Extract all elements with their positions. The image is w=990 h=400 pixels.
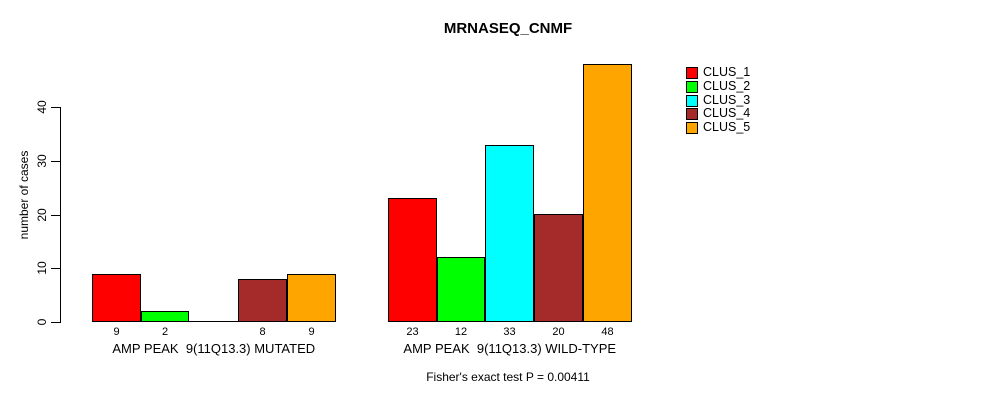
y-tick-label: 0 (35, 318, 49, 326)
legend-swatch-clus-2 (686, 81, 698, 93)
legend-swatch-clus-1 (686, 67, 698, 79)
bar-value-label: 12 (454, 326, 468, 338)
bar-clus-2 (437, 257, 485, 322)
y-tick-mark (51, 107, 60, 108)
bar-clus-5 (583, 64, 632, 322)
legend-swatch-clus-4 (686, 108, 698, 120)
y-tick-mark (51, 161, 60, 162)
y-tick-mark (51, 268, 60, 269)
bar-clus-4 (238, 279, 287, 322)
bar-clus-1 (92, 274, 141, 322)
legend-label-clus-4: CLUS_4 (703, 106, 751, 120)
y-tick-mark (51, 215, 60, 216)
y-tick-label: 20 (35, 208, 49, 222)
bar-value-label: 9 (308, 326, 315, 338)
legend-swatch-clus-3 (686, 95, 698, 107)
bar-value-label: 2 (161, 326, 169, 338)
legend-swatch-clus-5 (686, 122, 698, 134)
bar-value-label: 8 (259, 326, 266, 338)
y-axis-line (60, 107, 61, 323)
bar-clus-3-zero (189, 321, 238, 322)
bar-value-label: 20 (552, 326, 565, 338)
bar-value-label: 9 (113, 326, 120, 338)
bar-clus-3 (485, 145, 534, 322)
bar-clus-1 (388, 198, 437, 322)
y-tick-label: 30 (35, 154, 49, 168)
fisher-test-note: Fisher's exact test P = 0.00411 (426, 370, 590, 384)
bar-value-label: 23 (406, 326, 419, 338)
y-axis-label: number of cases (17, 150, 31, 240)
bar-clus-4 (534, 214, 583, 322)
bar-value-label: 48 (601, 326, 614, 338)
legend-label-clus-3: CLUS_3 (703, 93, 751, 107)
x-group-label: AMP PEAK 9(11Q13.3) MUTATED (112, 341, 316, 356)
bar-value-label: 33 (503, 326, 516, 338)
y-tick-label: 10 (35, 261, 49, 275)
legend-label-clus-1: CLUS_1 (703, 65, 751, 79)
x-group-label: AMP PEAK 9(11Q13.3) WILD-TYPE (403, 341, 617, 356)
chart-title: MRNASEQ_CNMF (443, 20, 573, 37)
bar-clus-2 (141, 311, 189, 322)
legend-label-clus-5: CLUS_5 (703, 120, 751, 134)
bar-clus-5 (287, 274, 336, 322)
y-tick-mark (51, 322, 60, 323)
legend-label-clus-2: CLUS_2 (703, 79, 751, 93)
y-tick-label: 40 (35, 100, 49, 114)
